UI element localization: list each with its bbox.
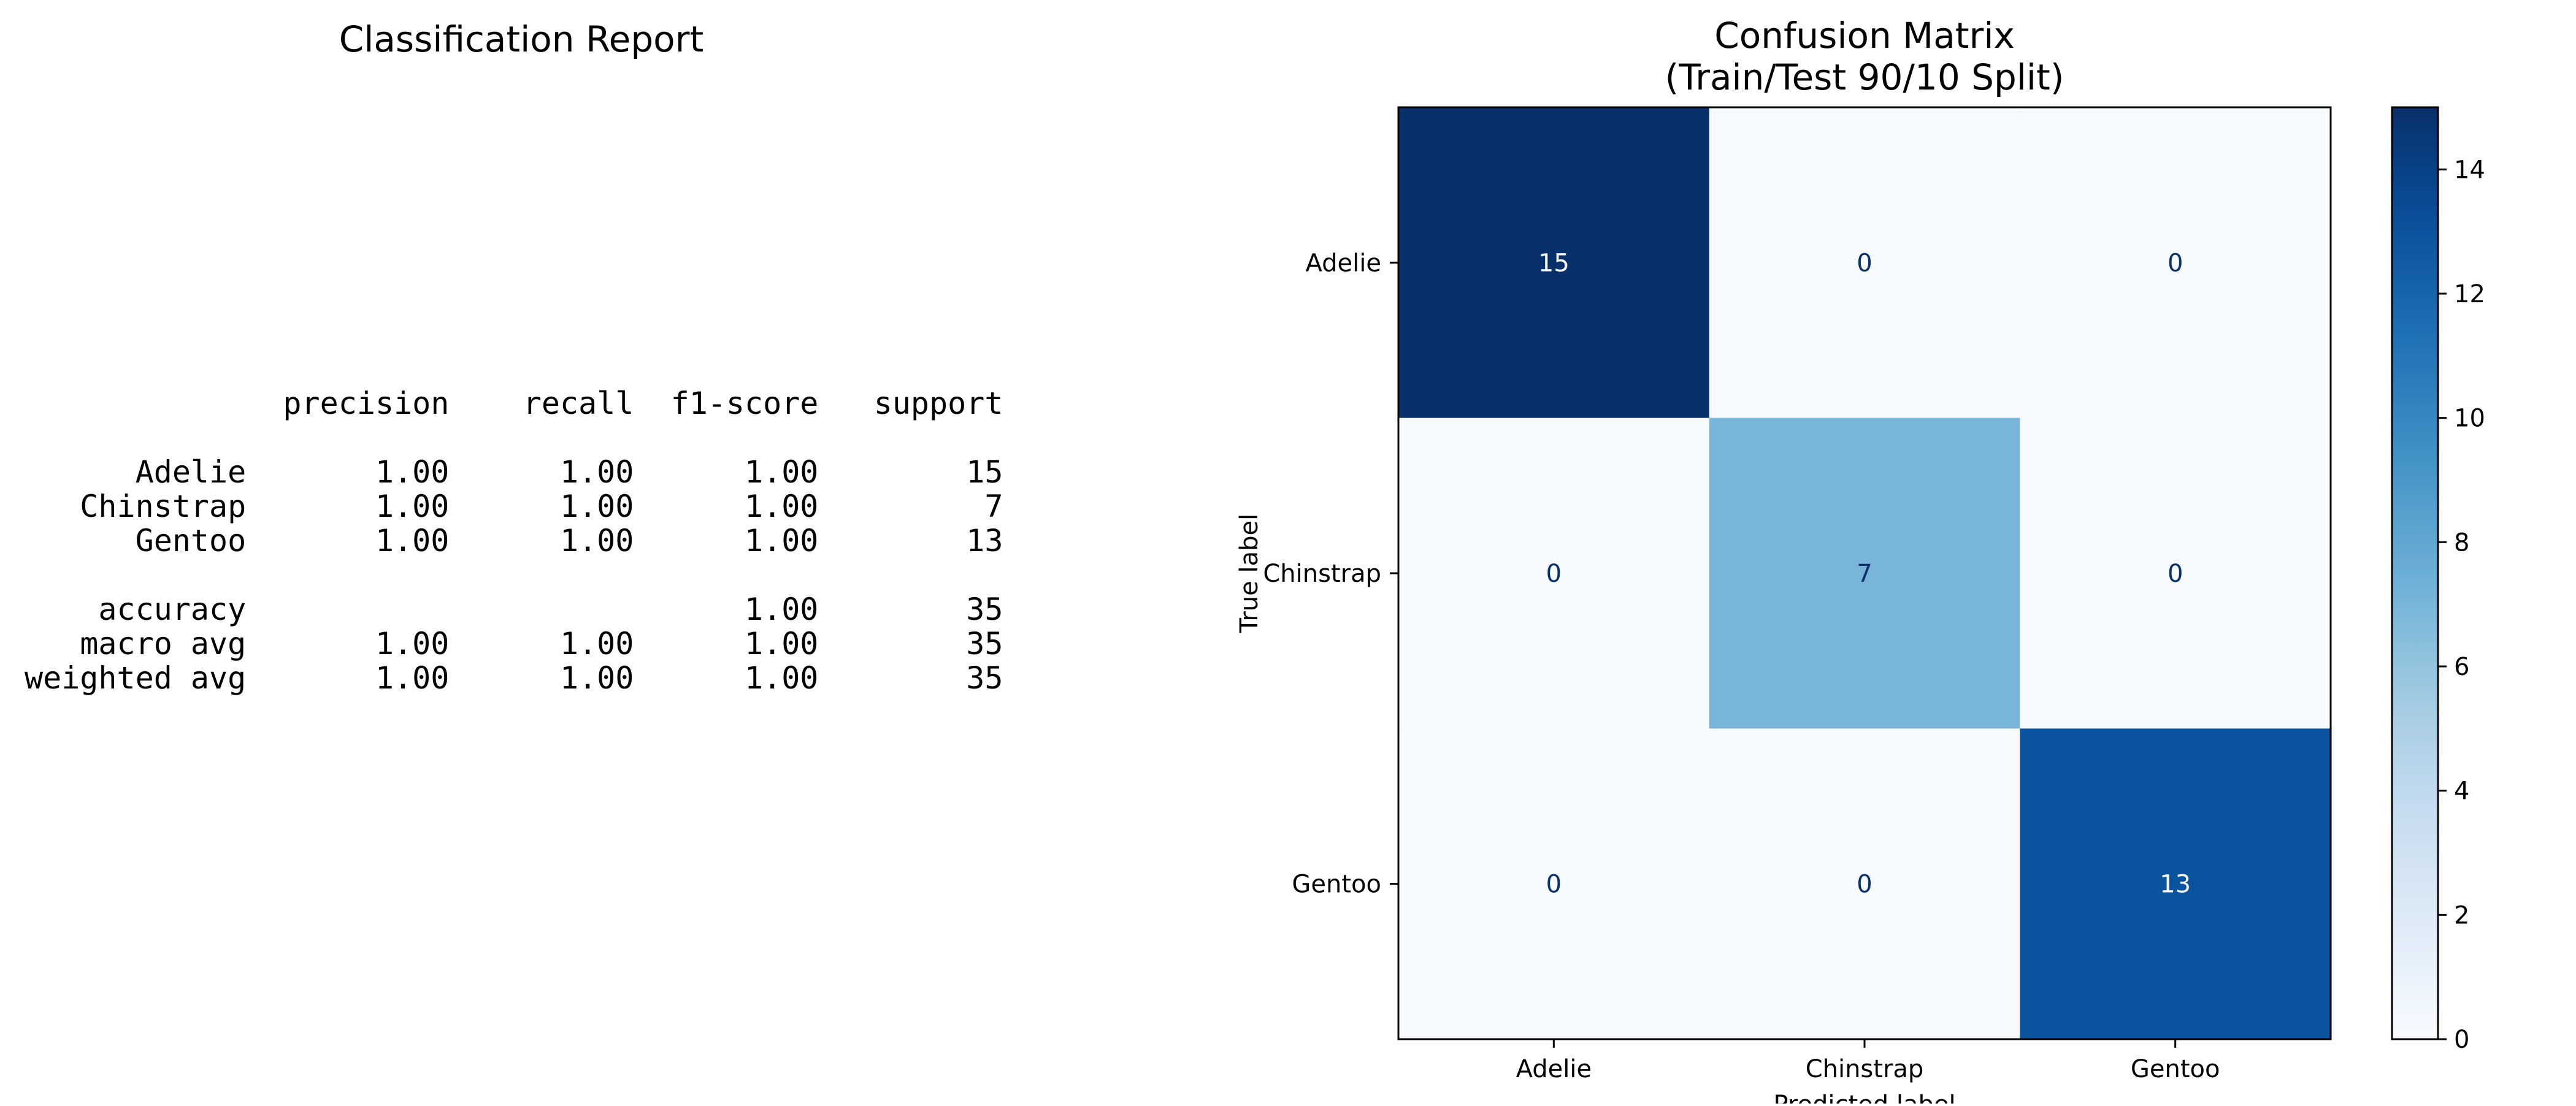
heatmap-cell <box>2020 418 2331 729</box>
colorbar: 0 2 4 6 8 10 12 14 <box>2391 106 2485 1054</box>
colorbar-tick-label: 6 <box>2454 653 2469 681</box>
cell-value-label: 0 <box>1857 871 1872 899</box>
cell-value-label: 7 <box>1857 560 1872 588</box>
confusion-matrix-panel: Confusion Matrix (Train/Test 90/10 Split)… <box>1165 0 2576 1106</box>
cell-value-label: 0 <box>2168 249 2183 277</box>
heatmap-cell <box>1398 728 1710 1040</box>
colorbar-tick-label: 10 <box>2454 405 2485 433</box>
chart-title-line: Confusion Matrix <box>1714 15 2015 56</box>
x-tick-label: Adelie <box>1516 1055 1592 1083</box>
x-axis-label: Predicted label <box>1773 1091 1955 1104</box>
heatmap-cells <box>1398 107 2331 1040</box>
colorbar-bar <box>2391 106 2439 1040</box>
x-tick-label: Chinstrap <box>1806 1055 1924 1083</box>
cell-value-label: 0 <box>1857 249 1872 277</box>
heatmap-cell <box>1398 418 1710 729</box>
cell-value-label: 13 <box>2160 871 2191 899</box>
confusion-matrix-chart: Confusion Matrix(Train/Test 90/10 Split)… <box>1235 15 2485 1106</box>
report-title: Classification Report <box>339 18 704 60</box>
cell-value-label: 0 <box>2168 560 2183 588</box>
colorbar-tick-label: 12 <box>2454 280 2485 308</box>
colorbar-tick-label: 2 <box>2454 901 2469 929</box>
heatmap-cell <box>1709 107 2020 419</box>
heatmap-cell <box>2020 107 2331 419</box>
y-tick-label: Gentoo <box>1292 871 1381 899</box>
chart-title: Confusion Matrix(Train/Test 90/10 Split) <box>1665 15 2064 98</box>
colorbar-tick-label: 4 <box>2454 777 2469 806</box>
y-tick-label: Chinstrap <box>1263 560 1381 588</box>
x-tick-label: Gentoo <box>2131 1055 2220 1083</box>
colorbar-tick-label: 0 <box>2454 1026 2469 1054</box>
cell-labels: 15 0 0 0 7 0 0 0 13 <box>1538 249 2191 898</box>
y-axis-label: True label <box>1235 514 1263 633</box>
cell-value-label: 0 <box>1546 560 1562 588</box>
y-tick-label: Adelie <box>1306 249 1382 277</box>
heatmap-axes: Adelie Chinstrap Gentoo Adelie Chinstrap Gent… <box>1263 106 2332 1083</box>
cell-value-label: 0 <box>1546 871 1562 899</box>
heatmap-cell <box>1709 728 2020 1040</box>
classification-report-panel: Classification Report precision recall f… <box>0 0 1165 1104</box>
report-table: precision recall f1-score support Adelie… <box>25 386 1003 696</box>
chart-title-line: (Train/Test 90/10 Split) <box>1665 56 2064 98</box>
heatmap-cell <box>1709 418 2020 729</box>
colorbar-tick-label: 14 <box>2454 156 2485 184</box>
heatmap-cell <box>1398 107 1710 419</box>
cell-value-label: 15 <box>1538 249 1570 277</box>
colorbar-tick-label: 8 <box>2454 528 2469 557</box>
heatmap-cell <box>2020 728 2331 1040</box>
